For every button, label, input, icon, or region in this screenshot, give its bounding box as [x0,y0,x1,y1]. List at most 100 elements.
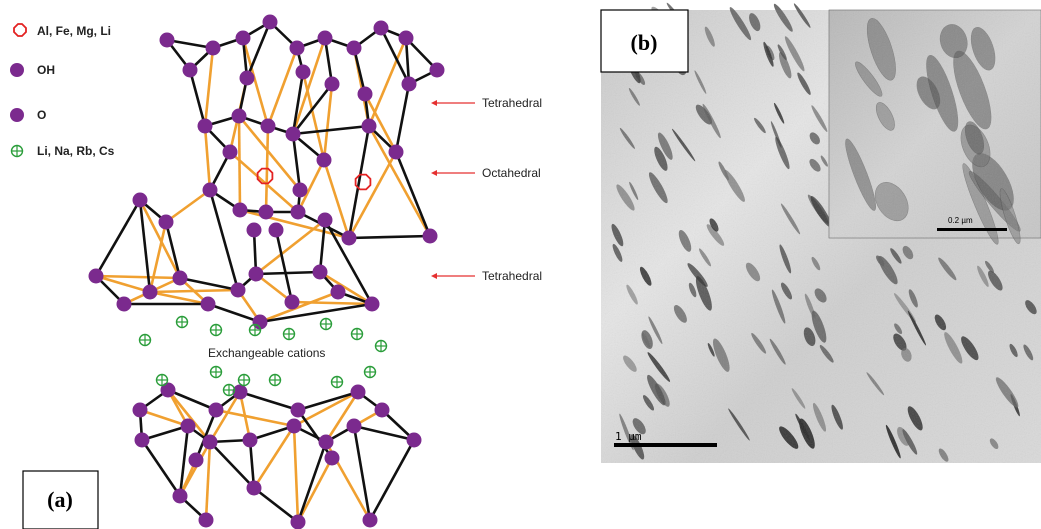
cation-legend-icon [10,144,24,158]
black-bond [249,424,295,442]
atom [222,144,238,160]
panel-a-label-box: (a) [22,470,99,529]
black-bond [379,27,411,85]
layer-annotations: Tetrahedral Octahedral Tetrahedral Excha… [208,96,542,360]
orange-bond [319,270,373,306]
orange-bond [204,441,212,521]
atom [312,264,328,280]
atom [361,118,377,134]
exchangeable-cations-layer [138,315,388,397]
label-top-tetrahedral: Tetrahedral [482,96,542,110]
orange-bond [237,115,242,211]
black-bond [292,124,370,136]
panel-b-label: (b) [631,30,658,55]
atom [373,20,389,36]
black-bonds [94,20,438,524]
black-bond [167,388,217,412]
cation-icon [363,365,377,379]
tem-micrograph: 0.2 µm 1 µm (b) [600,2,1041,463]
cation-icon [175,315,189,329]
atom [142,284,158,300]
atom [230,282,246,298]
oh-legend-icon [10,63,24,77]
atom [292,182,308,198]
orange-bond [149,290,209,306]
cation-icon [138,333,152,347]
black-bond [368,439,416,521]
atom [232,202,248,218]
orange-bond [203,47,215,127]
atom [160,382,176,398]
orange-bond [95,274,151,294]
label-exchangeable-cations: Exchangeable cations [208,346,325,360]
black-bond [138,199,152,293]
atom [364,296,380,312]
black-bond [291,71,305,135]
legend-oxygen: O [37,108,46,122]
atom [406,432,422,448]
orange-bond [241,37,270,127]
orange-bond [291,300,373,306]
black-bond [348,234,431,240]
panel-a-label: (a) [47,487,73,512]
atom [200,296,216,312]
orange-bond [301,71,326,161]
orange-bond [296,159,326,213]
black-bond [394,83,411,153]
atom [290,514,306,529]
orange-bond [208,391,242,443]
atom [374,402,390,418]
black-bond [207,302,261,324]
label-octahedral: Octahedral [482,166,541,180]
orange-bond [252,425,296,489]
black-bond [141,424,189,442]
orange-bond [324,391,360,443]
orange-bond [255,272,293,304]
cation-icon [268,373,282,387]
black-bond [297,390,359,412]
black-bond [291,133,302,191]
black-bond [179,276,239,292]
atom [317,212,333,228]
atom [248,266,264,282]
black-bond [178,425,190,497]
atom [159,32,175,48]
black-bond [352,47,367,95]
atom [260,118,276,134]
atom [284,294,300,310]
atom [398,30,414,46]
atom [362,512,378,528]
black-bond [166,38,214,50]
orange-bond [139,408,189,428]
black-bond [353,424,415,442]
atom [290,402,306,418]
atom [202,182,218,198]
orange-bond [165,188,211,224]
black-bond [259,302,373,324]
atom [268,222,284,238]
black-bond [323,37,334,85]
orange-bond [149,288,239,294]
atom [116,296,132,312]
orange-bond [237,115,302,191]
black-bond [404,37,411,85]
atom [316,152,332,168]
atom [242,432,258,448]
black-bond [94,199,142,277]
atom [132,192,148,208]
atom [324,76,340,92]
cation-icon [248,323,262,337]
oxygen-legend-icon [10,108,24,122]
black-bond [245,21,272,79]
orange-bond [322,83,334,161]
atom [401,76,417,92]
label-bottom-tetrahedral: Tetrahedral [482,269,542,283]
black-bond [188,69,207,127]
atom [231,108,247,124]
atom [341,230,357,246]
black-bond [291,83,334,135]
legend-interlayer-cations: Li, Na, Rb, Cs [37,144,115,158]
arrowhead-left-icon [431,273,437,279]
orange-bond [367,125,432,237]
legend: Al, Fe, Mg, Li OH O Li, Na, Rb, Cs [10,23,115,158]
